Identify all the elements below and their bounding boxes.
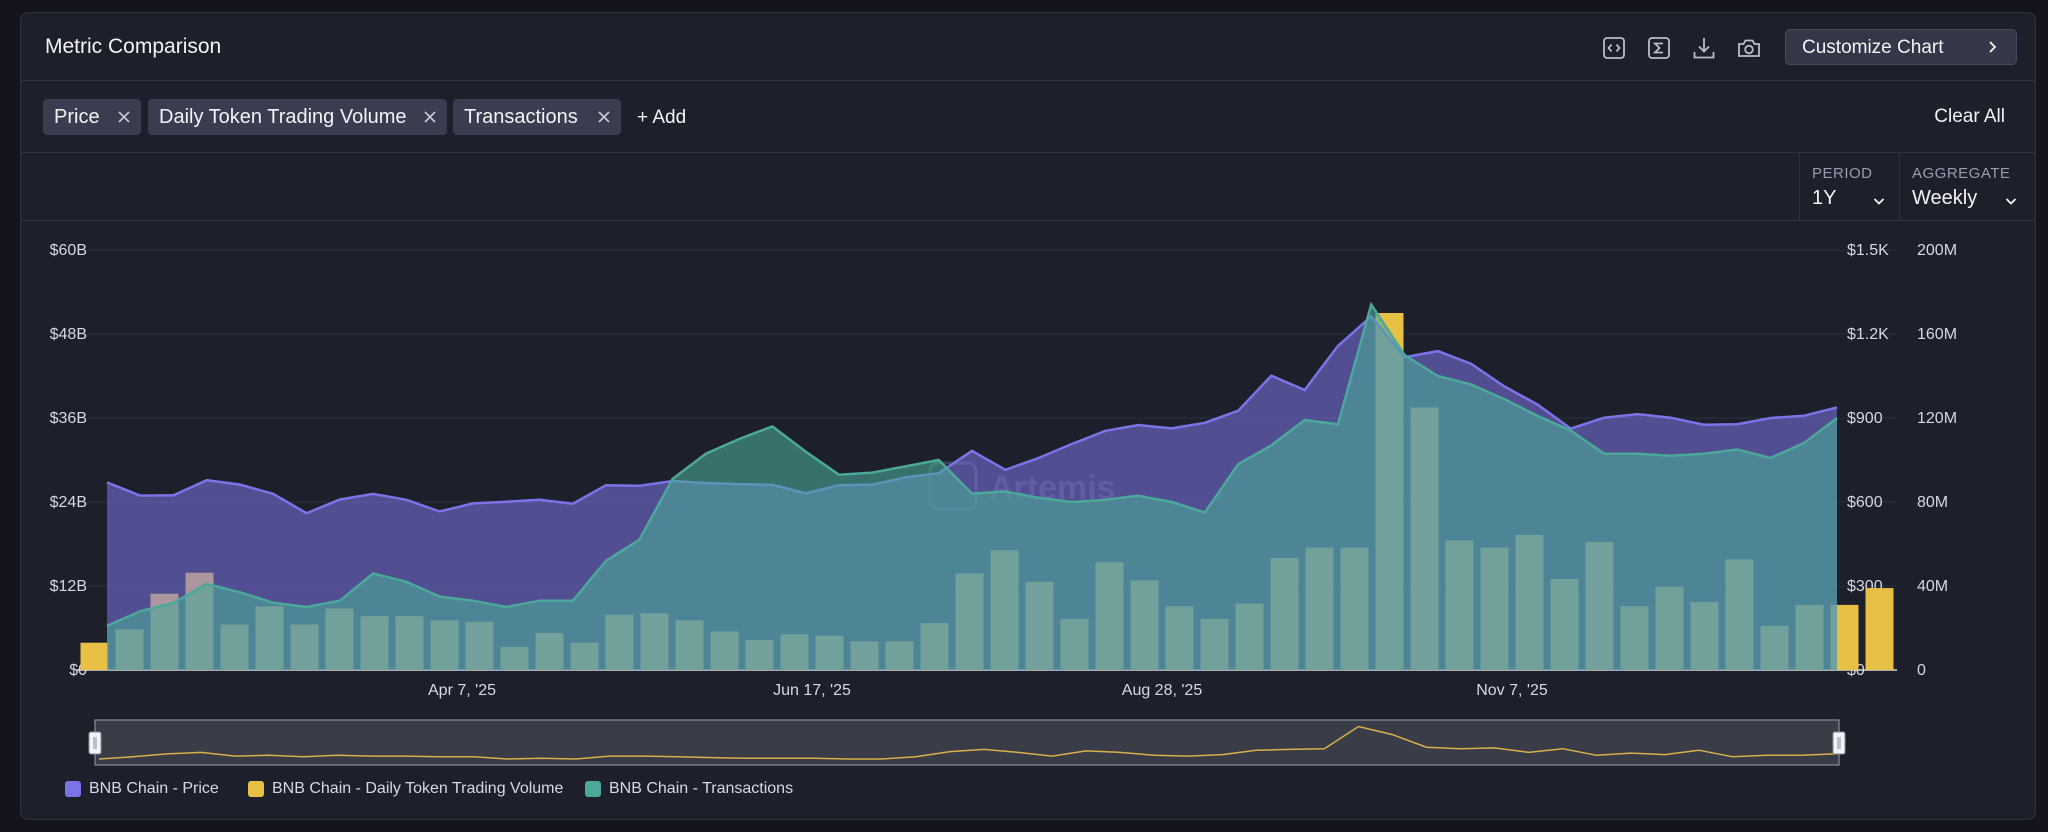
chevron-down-icon (1873, 198, 1885, 205)
metric-chip-label: Price (54, 106, 100, 128)
y-tick-label-price: $1.5K (1847, 242, 1889, 259)
x-tick-label: Aug 28, '25 (1122, 682, 1203, 699)
legend-label: BNB Chain - Transactions (609, 780, 794, 797)
y-tick-label-volume: $36B (50, 410, 87, 427)
y-tick-label-transactions: 40M (1917, 578, 1948, 595)
transactions-line (106, 301, 1838, 628)
period-select[interactable]: PERIOD 1Y (1799, 153, 1899, 221)
clear-all-button[interactable]: Clear All (1934, 106, 2005, 127)
aggregate-value: Weekly (1912, 187, 1978, 209)
transactions-area (107, 304, 1837, 670)
close-icon[interactable] (423, 110, 437, 124)
navigator-handle-right[interactable] (1832, 731, 1846, 755)
y-tick-label-volume: $48B (50, 326, 87, 343)
y-tick-label-transactions: 200M (1917, 242, 1957, 259)
x-tick-label: Jun 17, '25 (773, 682, 851, 699)
y-tick-label-transactions: 0 (1917, 662, 1926, 679)
download-icon[interactable] (1691, 35, 1717, 61)
metric-selector-row: Price Daily Token Trading Volume Transac… (21, 81, 2035, 153)
chart-controls-row: PERIOD 1Y AGGREGATE Weekly (21, 153, 2035, 221)
metric-chip-price[interactable]: Price (43, 99, 141, 135)
aggregate-select[interactable]: AGGREGATE Weekly (1899, 153, 2037, 221)
legend-swatch (585, 781, 601, 797)
y-tick-label-price: $600 (1847, 494, 1883, 511)
camera-icon[interactable] (1736, 35, 1762, 61)
navigator-handle-left[interactable] (88, 731, 102, 755)
y-tick-label-volume: $12B (50, 578, 87, 595)
legend-label: BNB Chain - Daily Token Trading Volume (272, 780, 564, 797)
customize-chart-label: Customize Chart (1802, 37, 1944, 58)
customize-chart-button[interactable]: Customize Chart (1785, 29, 2017, 65)
page-title: Metric Comparison (45, 35, 222, 58)
y-tick-label-price: $900 (1847, 410, 1883, 427)
price-line (106, 314, 1838, 515)
sigma-formula-icon[interactable] (1646, 35, 1672, 61)
metric-comparison-card: Metric Comparison Customize (20, 12, 2036, 820)
legend-swatch (248, 781, 264, 797)
period-value: 1Y (1812, 187, 1837, 209)
close-icon[interactable] (117, 110, 131, 124)
metric-chip-label: Daily Token Trading Volume (159, 106, 407, 128)
embed-code-icon[interactable] (1601, 35, 1627, 61)
y-tick-label-volume: $24B (50, 494, 87, 511)
metric-chip-volume[interactable]: Daily Token Trading Volume (148, 99, 447, 135)
metric-chip-transactions[interactable]: Transactions (453, 99, 621, 135)
add-metric-button[interactable]: + Add (637, 107, 687, 128)
navigator-series-line (98, 725, 1836, 760)
chevron-right-icon (1989, 41, 1997, 53)
volume-bar (80, 642, 109, 670)
volume-bar (1865, 588, 1894, 670)
metric-chip-label: Transactions (464, 106, 578, 128)
y-tick-label-transactions: 80M (1917, 494, 1948, 511)
x-tick-label: Nov 7, '25 (1476, 682, 1548, 699)
y-tick-label-transactions: 120M (1917, 410, 1957, 427)
legend-swatch (65, 781, 81, 797)
card-header: Metric Comparison Customize (21, 13, 2035, 81)
aggregate-label: AGGREGATE (1912, 165, 2011, 182)
y-tick-label-volume: $60B (50, 242, 87, 259)
close-icon[interactable] (597, 110, 611, 124)
y-tick-label-transactions: 160M (1917, 326, 1957, 343)
x-tick-label: Apr 7, '25 (428, 682, 496, 699)
metric-chart[interactable]: $0$12B$24B$36B$48B$60B$0$300$600$900$1.2… (21, 13, 2037, 821)
y-tick-label-price: $1.2K (1847, 326, 1889, 343)
legend-label: BNB Chain - Price (89, 780, 219, 797)
chevron-down-icon (2005, 198, 2017, 205)
range-navigator (94, 719, 1840, 766)
period-label: PERIOD (1812, 165, 1873, 182)
